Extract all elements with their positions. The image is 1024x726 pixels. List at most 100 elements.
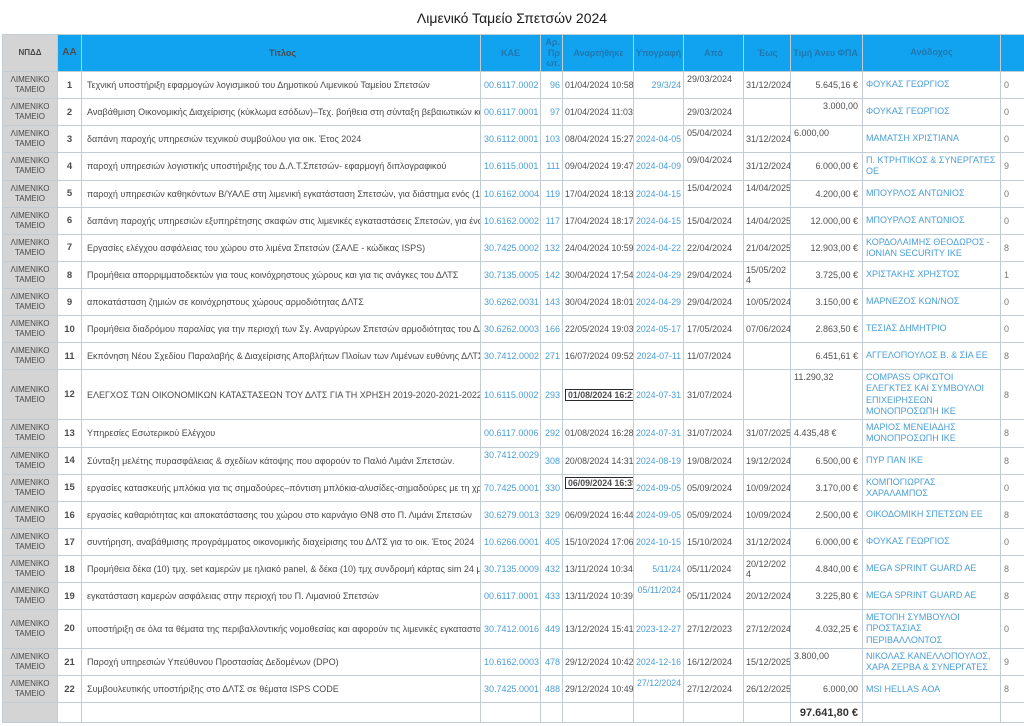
cell-signature-date[interactable] xyxy=(633,98,684,126)
header-from-date[interactable]: Από xyxy=(683,34,744,72)
cell-signature-date[interactable]: 2024-07-11 xyxy=(633,342,684,370)
cell-signature-date[interactable]: 29/3/24 xyxy=(633,71,684,99)
cell-kae[interactable]: 30.7425.0002 xyxy=(480,233,541,262)
cell-signature-date[interactable]: 5/11/24 xyxy=(633,555,684,583)
cell-kae[interactable]: 00.6117.0002 xyxy=(480,71,541,99)
header-price-no-vat[interactable]: Τιμή Άνευ ΦΠΑ xyxy=(790,34,863,72)
cell-protocol[interactable]: 449 xyxy=(540,609,563,649)
cell-protocol[interactable]: 97 xyxy=(540,98,563,126)
header-npdd[interactable]: ΝΠΔΔ xyxy=(2,34,58,72)
cell-kae[interactable]: 10.6162.0004 xyxy=(480,179,541,208)
cell-kae[interactable]: 00.6117.0001 xyxy=(480,582,541,610)
cell-signature-date[interactable]: 2024-04-15 xyxy=(633,206,684,235)
cell-kae[interactable]: 10.6162.0003 xyxy=(480,647,541,677)
cell-signature-date[interactable]: 2024-05-17 xyxy=(633,315,684,343)
cell-kae[interactable]: 30.7135.0009 xyxy=(480,555,541,583)
cell-kae[interactable]: 10.6162.0002 xyxy=(480,206,541,235)
cell-protocol[interactable]: 119 xyxy=(540,179,563,208)
cell-protocol[interactable]: 292 xyxy=(540,419,563,448)
cell-protocol[interactable]: 478 xyxy=(540,647,563,677)
cell-protocol[interactable]: 166 xyxy=(540,315,563,343)
cell-contractor[interactable]: ΑΓΓΕΛΟΠΟΥΛΟΣ Β. & ΣΙΑ ΕΕ xyxy=(862,342,1001,370)
cell-signature-date[interactable]: 2024-04-05 xyxy=(633,125,684,153)
cell-signature-date[interactable]: 2024-09-05 xyxy=(633,473,684,502)
cell-signature-date[interactable]: 2023-12-27 xyxy=(633,609,684,649)
cell-signature-date[interactable]: 2024-04-09 xyxy=(633,152,684,181)
cell-protocol[interactable]: 132 xyxy=(540,233,563,262)
cell-contractor[interactable]: ΜΠΟΥΡΛΟΣ ΑΝΤΩΝΙΟΣ xyxy=(862,179,1001,208)
cell-contractor[interactable]: ΜΑΡΝΕΖΟΣ ΚΩΝ/ΝΟΣ xyxy=(862,288,1001,316)
header-contractor[interactable]: Ανάδοχος xyxy=(862,34,1001,72)
cell-protocol[interactable]: 488 xyxy=(540,675,563,704)
cell-contractor[interactable]: ΜΑΡΙΟΣ ΜΕΝΕΙΑΔΗΣ ΜΟΝΟΠΡΟΣΩΠΗ ΙΚΕ xyxy=(862,419,1001,448)
cell-kae[interactable]: 30.7412.0029 xyxy=(480,446,541,475)
cell-protocol[interactable]: 96 xyxy=(540,71,563,99)
cell-kae[interactable]: 30.6279.0013 xyxy=(480,501,541,529)
cell-kae[interactable]: 30.7425.0001 xyxy=(480,675,541,704)
cell-protocol[interactable]: 103 xyxy=(540,125,563,153)
header-aa[interactable]: ΑΑ xyxy=(57,34,82,72)
cell-signature-date[interactable]: 27/12/2024 xyxy=(633,675,684,704)
cell-contractor[interactable]: ΝΙΚΟΛΑΣ ΚΑΝΕΛΛΟΠΟΥΛΟΣ, ΧΑΡΑ ΖΕΡΒΑ & ΣΥΝΕ… xyxy=(862,647,1001,677)
cell-kae[interactable]: 00.6117.0006 xyxy=(480,419,541,448)
cell-signature-date[interactable]: 2024-07-31 xyxy=(633,369,684,420)
cell-protocol[interactable]: 111 xyxy=(540,152,563,181)
cell-contractor[interactable]: ΚΟΡΔΟΛΑΙΜΗΣ ΘΕΟΔΩΡΟΣ - IONIAN SECURITY Ι… xyxy=(862,233,1001,262)
header-extra[interactable] xyxy=(1000,34,1024,72)
cell-contractor[interactable]: ΧΡΙΣΤΑΚΗΣ ΧΡΗΣΤΟΣ xyxy=(862,261,1001,289)
header-posted-date[interactable]: Αναρτήθηκε xyxy=(562,34,634,72)
cell-protocol[interactable]: 143 xyxy=(540,288,563,316)
cell-protocol[interactable]: 405 xyxy=(540,528,563,556)
cell-protocol[interactable]: 330 xyxy=(540,473,563,502)
cell-contractor[interactable]: ΦΟΥΚΑΣ ΓΕΩΡΓΙΟΣ xyxy=(862,71,1001,99)
cell-kae[interactable]: 30.6262.0003 xyxy=(480,315,541,343)
cell-contractor[interactable]: MEGA SPRINT GUARD AE xyxy=(862,582,1001,610)
cell-contractor[interactable]: MEGA SPRINT GUARD AE xyxy=(862,555,1001,583)
cell-contractor[interactable]: ΤΕΣΙΑΣ ΔΗΜΗΤΡΙΟ xyxy=(862,315,1001,343)
cell-kae[interactable]: 30.6112.0001 xyxy=(480,125,541,153)
cell-signature-date[interactable]: 2024-04-29 xyxy=(633,261,684,289)
cell-signature-date[interactable]: 2024-12-16 xyxy=(633,647,684,677)
cell-signature-date[interactable]: 2024-04-22 xyxy=(633,233,684,262)
header-kae[interactable]: ΚΑΕ xyxy=(480,34,541,72)
cell-protocol[interactable]: 308 xyxy=(540,446,563,475)
cell-kae[interactable]: 30.7135.0005 xyxy=(480,261,541,289)
cell-kae[interactable]: 00.6117.0001 xyxy=(480,98,541,126)
cell-contractor[interactable]: ΦΟΥΚΑΣ ΓΕΩΡΓΙΟΣ xyxy=(862,98,1001,126)
cell-signature-date[interactable]: 2024-07-31 xyxy=(633,419,684,448)
cell-contractor[interactable]: ΚΟΜΠΟΓΙΩΡΓΑΣ ΧΑΡΑΛΑΜΠΟΣ xyxy=(862,473,1001,502)
cell-contractor[interactable]: ΜΑΜΑΤΣΗ ΧΡΙΣΤΙΑΝΑ xyxy=(862,125,1001,153)
cell-contractor[interactable]: ΠΥΡ ΠΑΝ ΙΚΕ xyxy=(862,446,1001,475)
cell-kae[interactable]: 70.7425.0001 xyxy=(480,473,541,502)
cell-protocol[interactable]: 433 xyxy=(540,582,563,610)
cell-kae[interactable]: 30.6262.0031 xyxy=(480,288,541,316)
cell-contractor[interactable]: ΟΙΚΟΔΟΜΙΚΗ ΣΠΕΤΣΩΝ ΕΕ xyxy=(862,501,1001,529)
cell-signature-date[interactable]: 2024-04-29 xyxy=(633,288,684,316)
cell-contractor[interactable]: COMPASS ΟΡΚΩΤΟΙ ΕΛΕΓΚΤΕΣ ΚΑΙ ΣΥΜΒΟΥΛΟΙ Ε… xyxy=(862,369,1001,420)
cell-kae[interactable]: 30.7412.0002 xyxy=(480,342,541,370)
cell-signature-date[interactable]: 05/11/2024 xyxy=(633,582,684,610)
cell-signature-date[interactable]: 2024-10-15 xyxy=(633,528,684,556)
header-title[interactable]: Τίτλος xyxy=(81,34,481,72)
header-signature[interactable]: Υπογραφή xyxy=(633,34,684,72)
header-protocol[interactable]: Αρ. Πρωτ. xyxy=(540,34,563,72)
cell-protocol[interactable]: 293 xyxy=(540,369,563,420)
cell-signature-date[interactable]: 2024-09-05 xyxy=(633,501,684,529)
cell-kae[interactable]: 30.7412.0016 xyxy=(480,609,541,649)
cell-protocol[interactable]: 117 xyxy=(540,206,563,235)
cell-kae[interactable]: 10.6115.0001 xyxy=(480,152,541,181)
cell-kae[interactable]: 10.6266.0001 xyxy=(480,528,541,556)
cell-kae[interactable]: 10.6115.0002 xyxy=(480,369,541,420)
header-to-date[interactable]: Έως xyxy=(743,34,791,72)
cell-contractor[interactable]: ΜΠΟΥΡΛΟΣ ΑΝΤΩΝΙΟΣ xyxy=(862,206,1001,235)
cell-signature-date[interactable]: 2024-08-19 xyxy=(633,446,684,475)
cell-protocol[interactable]: 432 xyxy=(540,555,563,583)
cell-protocol[interactable]: 271 xyxy=(540,342,563,370)
cell-contractor[interactable]: ΦΟΥΚΑΣ ΓΕΩΡΓΙΟΣ xyxy=(862,528,1001,556)
cell-protocol[interactable]: 329 xyxy=(540,501,563,529)
cell-contractor[interactable]: Π. ΚΤΡΗΤΙΚΟΣ & ΣΥΝΕΡΓΑΤΕΣ ΟΕ xyxy=(862,152,1001,181)
cell-signature-date[interactable]: 2024-04-15 xyxy=(633,179,684,208)
cell-contractor[interactable]: ΜΕΤΟΠΗ ΣΥΜΒΟΥΛΟΙ ΠΡΟΣΤΑΣΙΑΣ ΠΕΡΙΒΑΛΛΟΝΤΟ… xyxy=(862,609,1001,649)
cell-contractor[interactable]: MSI HELLAS ΑΟΑ xyxy=(862,675,1001,704)
cell-protocol[interactable]: 142 xyxy=(540,261,563,289)
